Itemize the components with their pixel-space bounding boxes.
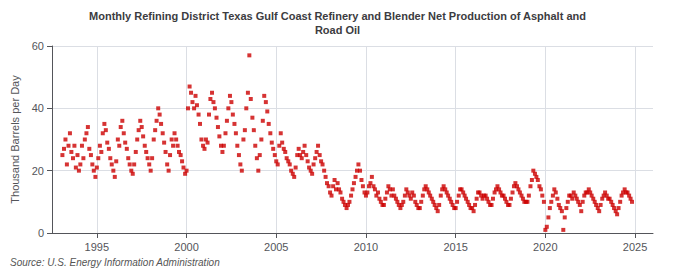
svg-text:20: 20 (32, 165, 44, 177)
svg-text:2020: 2020 (533, 241, 557, 253)
svg-text:Source: U.S. Energy Informatio: Source: U.S. Energy Information Administ… (10, 257, 220, 268)
svg-text:2005: 2005 (264, 241, 288, 253)
svg-text:Thousand Barrels per Day: Thousand Barrels per Day (9, 75, 21, 204)
svg-text:0: 0 (38, 227, 44, 239)
svg-text:2015: 2015 (443, 241, 467, 253)
svg-text:40: 40 (32, 102, 44, 114)
svg-text:60: 60 (32, 40, 44, 52)
svg-text:Road Oil: Road Oil (315, 24, 360, 36)
svg-text:2010: 2010 (354, 241, 378, 253)
svg-text:Monthly Refining District Texa: Monthly Refining District Texas Gulf Coa… (89, 10, 586, 22)
svg-text:2000: 2000 (174, 241, 198, 253)
svg-text:2025: 2025 (623, 241, 647, 253)
svg-text:1995: 1995 (85, 241, 109, 253)
